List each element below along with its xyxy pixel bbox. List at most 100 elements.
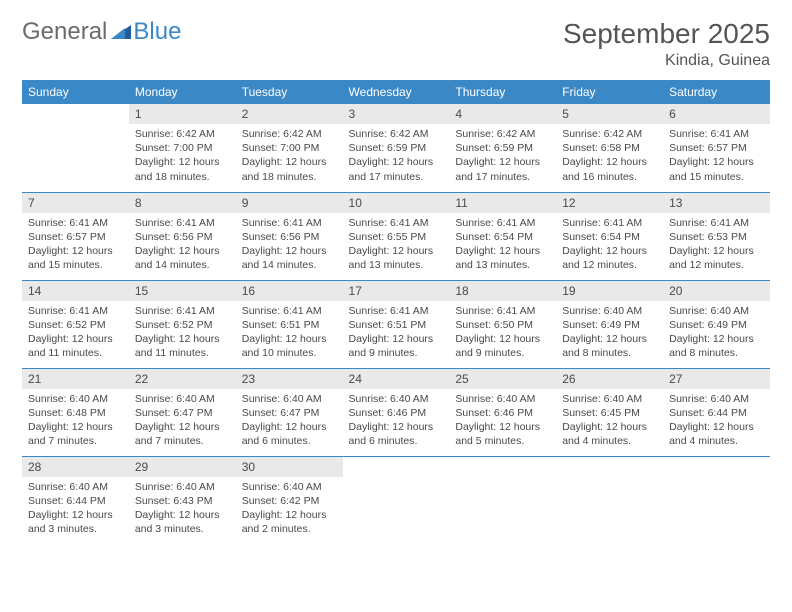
- calendar-cell: 25Sunrise: 6:40 AMSunset: 6:46 PMDayligh…: [449, 368, 556, 456]
- calendar-cell: ..: [663, 456, 770, 544]
- date-number: 18: [449, 281, 556, 301]
- date-number: 3: [343, 104, 450, 124]
- daylight-text: and 2 minutes.: [242, 522, 337, 536]
- sunset-text: Sunset: 6:53 PM: [669, 230, 764, 244]
- daylight-text: Daylight: 12 hours: [242, 155, 337, 169]
- day-details: Sunrise: 6:40 AMSunset: 6:44 PMDaylight:…: [663, 389, 770, 454]
- date-number: 26: [556, 369, 663, 389]
- daylight-text: Daylight: 12 hours: [455, 332, 550, 346]
- sunset-text: Sunset: 6:57 PM: [28, 230, 123, 244]
- daylight-text: and 13 minutes.: [455, 258, 550, 272]
- date-number: 16: [236, 281, 343, 301]
- calendar-cell: 12Sunrise: 6:41 AMSunset: 6:54 PMDayligh…: [556, 192, 663, 280]
- sunset-text: Sunset: 6:55 PM: [349, 230, 444, 244]
- day-details: Sunrise: 6:40 AMSunset: 6:48 PMDaylight:…: [22, 389, 129, 454]
- sunset-text: Sunset: 6:46 PM: [349, 406, 444, 420]
- sunrise-text: Sunrise: 6:40 AM: [455, 392, 550, 406]
- daylight-text: and 5 minutes.: [455, 434, 550, 448]
- calendar-cell: 15Sunrise: 6:41 AMSunset: 6:52 PMDayligh…: [129, 280, 236, 368]
- date-number: 24: [343, 369, 450, 389]
- daylight-text: Daylight: 12 hours: [135, 508, 230, 522]
- sunrise-text: Sunrise: 6:41 AM: [349, 304, 444, 318]
- daylight-text: Daylight: 12 hours: [349, 420, 444, 434]
- daylight-text: and 15 minutes.: [669, 170, 764, 184]
- sunrise-text: Sunrise: 6:41 AM: [28, 304, 123, 318]
- sunrise-text: Sunrise: 6:42 AM: [455, 127, 550, 141]
- date-number: 10: [343, 193, 450, 213]
- calendar-cell: 7Sunrise: 6:41 AMSunset: 6:57 PMDaylight…: [22, 192, 129, 280]
- daylight-text: and 9 minutes.: [455, 346, 550, 360]
- daylight-text: and 8 minutes.: [562, 346, 657, 360]
- calendar-cell: 26Sunrise: 6:40 AMSunset: 6:45 PMDayligh…: [556, 368, 663, 456]
- sunset-text: Sunset: 6:44 PM: [28, 494, 123, 508]
- calendar-cell: 19Sunrise: 6:40 AMSunset: 6:49 PMDayligh…: [556, 280, 663, 368]
- sunset-text: Sunset: 6:56 PM: [242, 230, 337, 244]
- calendar-cell: 17Sunrise: 6:41 AMSunset: 6:51 PMDayligh…: [343, 280, 450, 368]
- sunset-text: Sunset: 6:52 PM: [135, 318, 230, 332]
- day-details: Sunrise: 6:42 AMSunset: 6:58 PMDaylight:…: [556, 124, 663, 189]
- week-row: 7Sunrise: 6:41 AMSunset: 6:57 PMDaylight…: [22, 192, 770, 280]
- daylight-text: Daylight: 12 hours: [135, 332, 230, 346]
- daylight-text: and 15 minutes.: [28, 258, 123, 272]
- logo-triangle-icon: [111, 18, 131, 46]
- calendar-cell: 9Sunrise: 6:41 AMSunset: 6:56 PMDaylight…: [236, 192, 343, 280]
- sunrise-text: Sunrise: 6:42 AM: [349, 127, 444, 141]
- day-header: Tuesday: [236, 80, 343, 104]
- daylight-text: and 3 minutes.: [28, 522, 123, 536]
- daylight-text: and 10 minutes.: [242, 346, 337, 360]
- day-header: Friday: [556, 80, 663, 104]
- day-details: Sunrise: 6:41 AMSunset: 6:50 PMDaylight:…: [449, 301, 556, 366]
- daylight-text: and 11 minutes.: [135, 346, 230, 360]
- day-header-row: Sunday Monday Tuesday Wednesday Thursday…: [22, 80, 770, 104]
- date-number: 22: [129, 369, 236, 389]
- date-number: 28: [22, 457, 129, 477]
- daylight-text: and 3 minutes.: [135, 522, 230, 536]
- sunrise-text: Sunrise: 6:41 AM: [135, 304, 230, 318]
- calendar-cell: 1Sunrise: 6:42 AMSunset: 7:00 PMDaylight…: [129, 104, 236, 192]
- day-details: Sunrise: 6:40 AMSunset: 6:49 PMDaylight:…: [663, 301, 770, 366]
- date-number: 6: [663, 104, 770, 124]
- sunrise-text: Sunrise: 6:41 AM: [669, 127, 764, 141]
- day-header: Thursday: [449, 80, 556, 104]
- sunset-text: Sunset: 6:42 PM: [242, 494, 337, 508]
- date-number: 30: [236, 457, 343, 477]
- calendar-cell: 5Sunrise: 6:42 AMSunset: 6:58 PMDaylight…: [556, 104, 663, 192]
- calendar-cell: ..: [343, 456, 450, 544]
- daylight-text: Daylight: 12 hours: [455, 155, 550, 169]
- sunrise-text: Sunrise: 6:41 AM: [455, 216, 550, 230]
- sunset-text: Sunset: 6:54 PM: [455, 230, 550, 244]
- day-header: Wednesday: [343, 80, 450, 104]
- day-details: Sunrise: 6:40 AMSunset: 6:49 PMDaylight:…: [556, 301, 663, 366]
- sunrise-text: Sunrise: 6:42 AM: [562, 127, 657, 141]
- calendar-cell: ..: [449, 456, 556, 544]
- calendar-cell: 6Sunrise: 6:41 AMSunset: 6:57 PMDaylight…: [663, 104, 770, 192]
- daylight-text: Daylight: 12 hours: [135, 244, 230, 258]
- daylight-text: and 17 minutes.: [349, 170, 444, 184]
- date-number: 12: [556, 193, 663, 213]
- day-header: Monday: [129, 80, 236, 104]
- sunset-text: Sunset: 6:44 PM: [669, 406, 764, 420]
- daylight-text: and 14 minutes.: [242, 258, 337, 272]
- day-details: Sunrise: 6:41 AMSunset: 6:57 PMDaylight:…: [663, 124, 770, 189]
- date-number: 8: [129, 193, 236, 213]
- calendar-cell: 11Sunrise: 6:41 AMSunset: 6:54 PMDayligh…: [449, 192, 556, 280]
- daylight-text: Daylight: 12 hours: [242, 332, 337, 346]
- logo-text-2: Blue: [133, 18, 181, 46]
- sunset-text: Sunset: 6:59 PM: [349, 141, 444, 155]
- calendar-cell: 8Sunrise: 6:41 AMSunset: 6:56 PMDaylight…: [129, 192, 236, 280]
- daylight-text: and 7 minutes.: [135, 434, 230, 448]
- date-number: 17: [343, 281, 450, 301]
- sunset-text: Sunset: 6:47 PM: [242, 406, 337, 420]
- calendar-cell: 29Sunrise: 6:40 AMSunset: 6:43 PMDayligh…: [129, 456, 236, 544]
- date-number: 2: [236, 104, 343, 124]
- calendar-cell: 23Sunrise: 6:40 AMSunset: 6:47 PMDayligh…: [236, 368, 343, 456]
- daylight-text: Daylight: 12 hours: [242, 508, 337, 522]
- daylight-text: Daylight: 12 hours: [562, 332, 657, 346]
- sunset-text: Sunset: 6:43 PM: [135, 494, 230, 508]
- daylight-text: Daylight: 12 hours: [455, 244, 550, 258]
- calendar-cell: 18Sunrise: 6:41 AMSunset: 6:50 PMDayligh…: [449, 280, 556, 368]
- calendar-cell: 27Sunrise: 6:40 AMSunset: 6:44 PMDayligh…: [663, 368, 770, 456]
- logo-text-1: General: [22, 18, 107, 46]
- date-number: 9: [236, 193, 343, 213]
- sunset-text: Sunset: 6:57 PM: [669, 141, 764, 155]
